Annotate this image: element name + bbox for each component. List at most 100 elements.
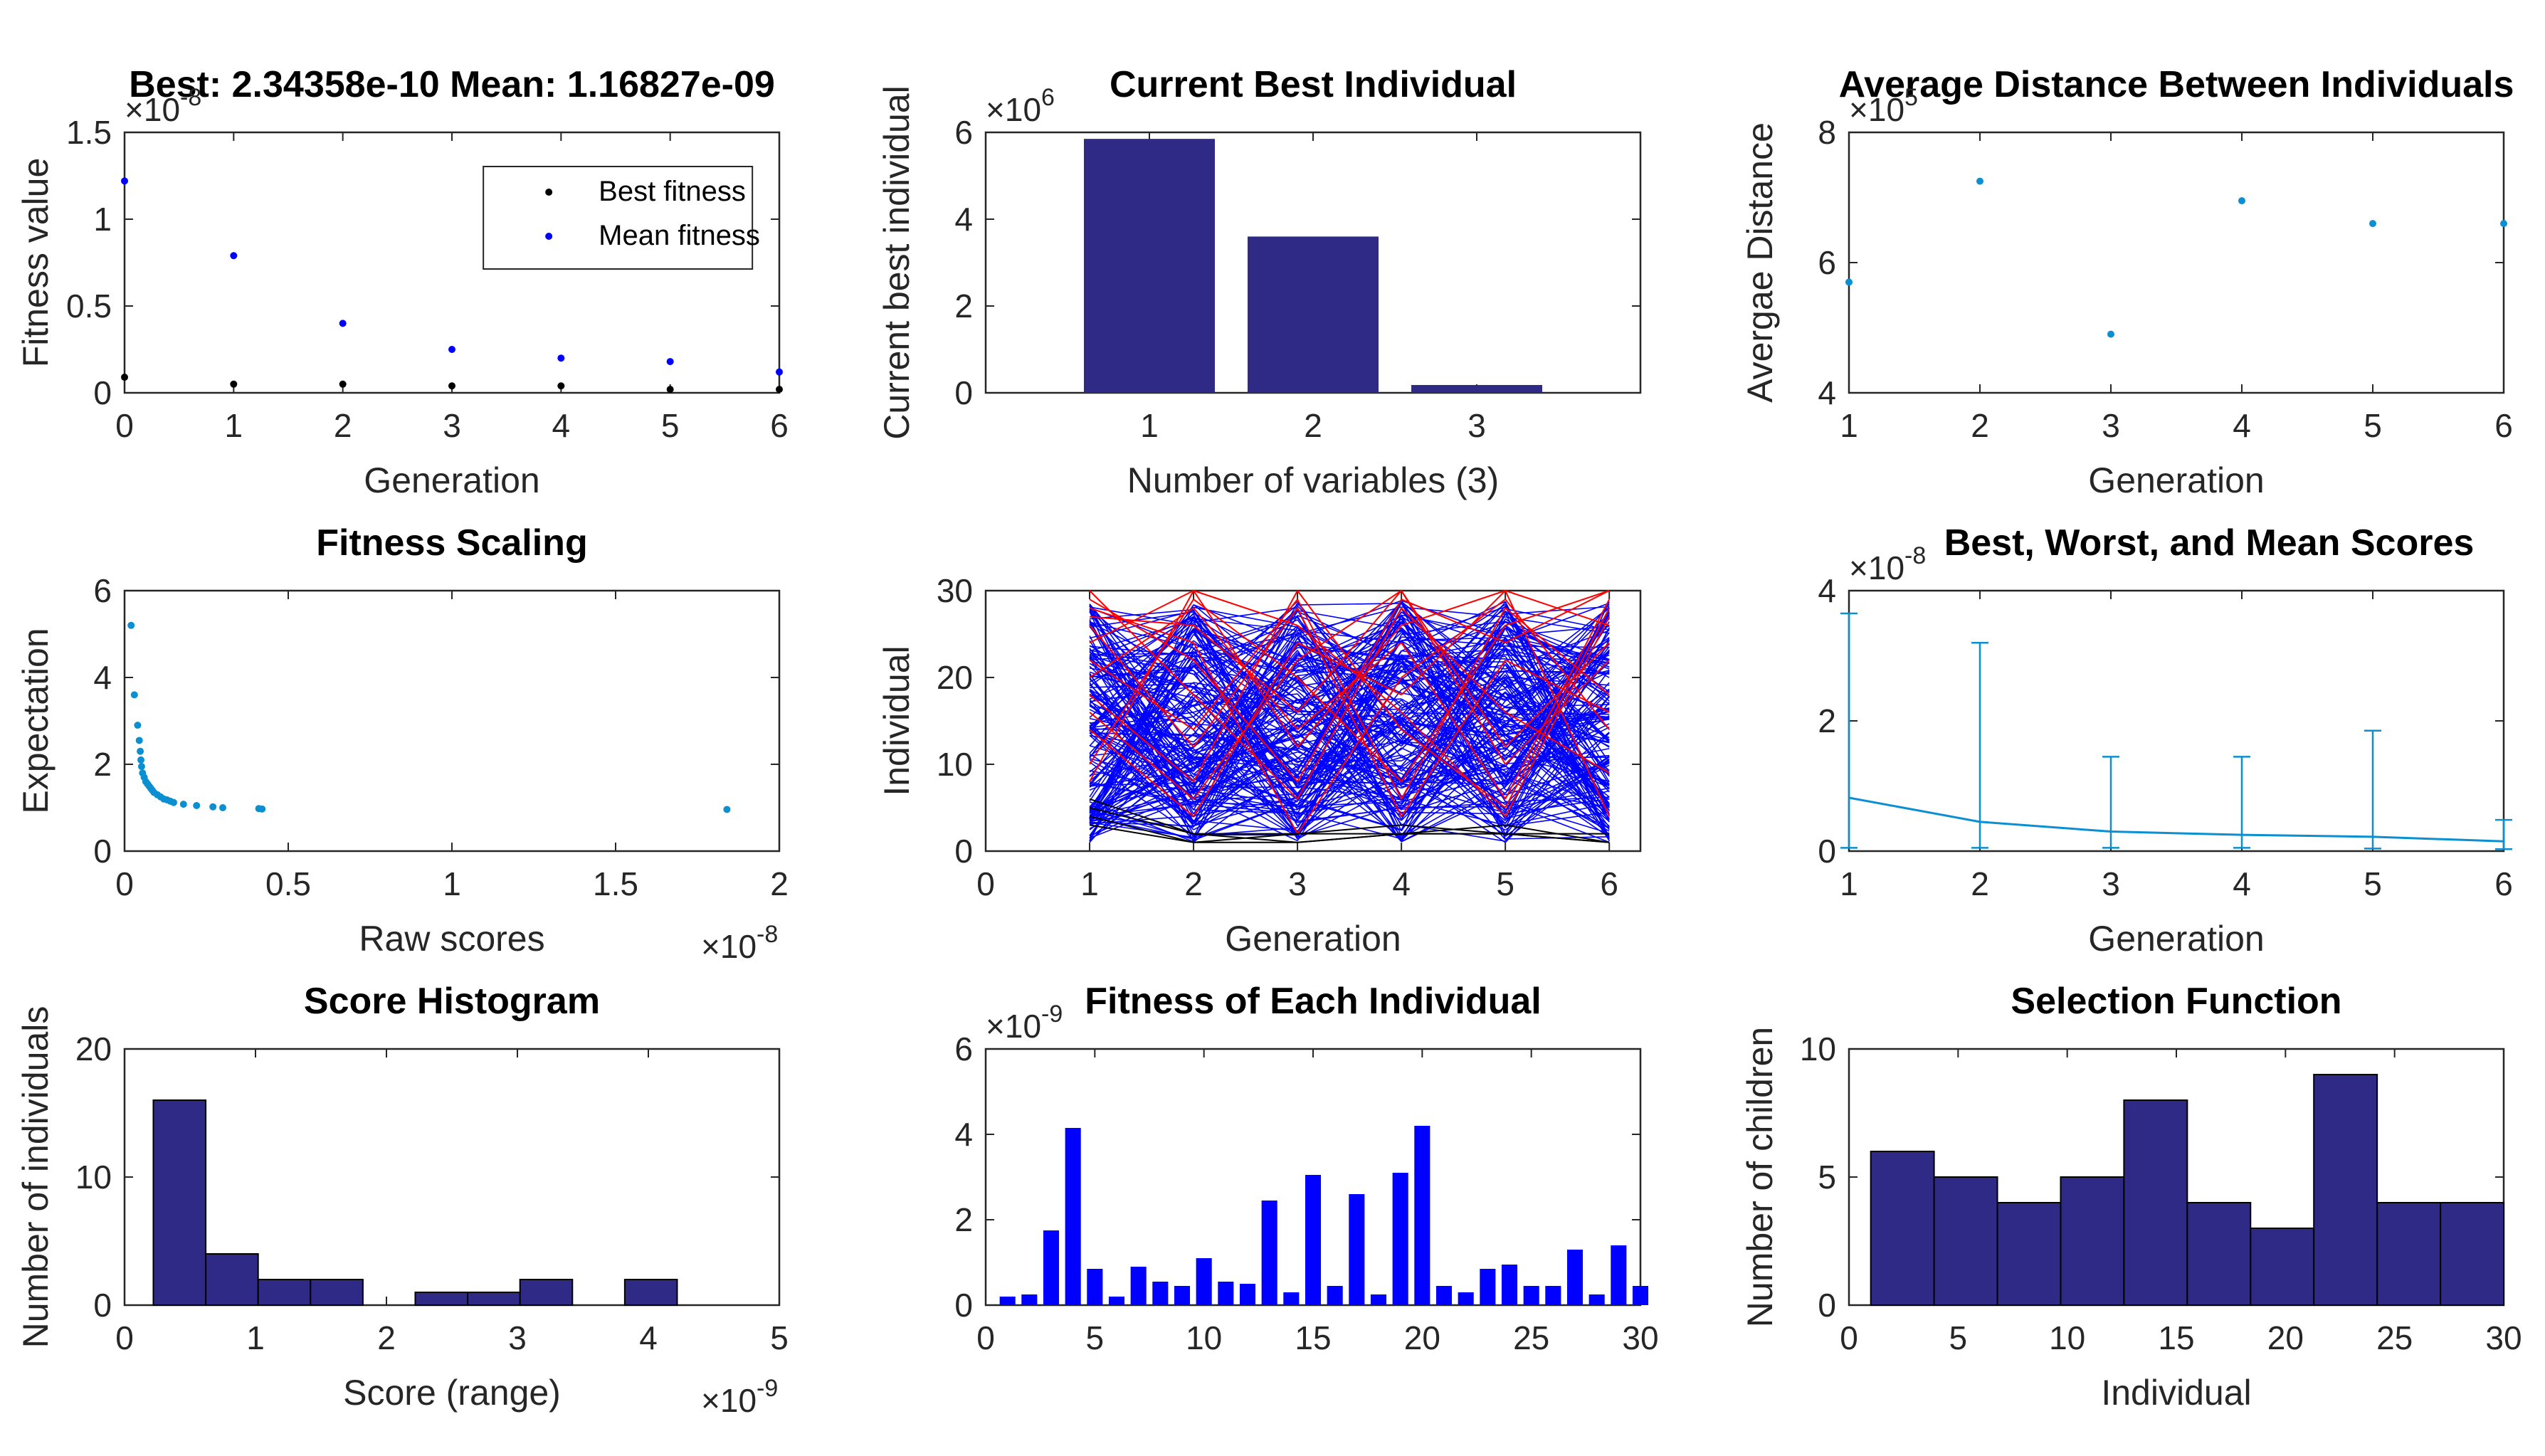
- lineage-segment: [1089, 783, 1194, 808]
- point: [130, 691, 138, 699]
- y-exponent: ×106: [986, 84, 1055, 128]
- lineage-segment: [1505, 801, 1610, 843]
- histogram-bar: [414, 1292, 469, 1306]
- point-best: [121, 374, 128, 381]
- point: [209, 803, 217, 811]
- lineage-segment: [1505, 628, 1610, 812]
- lineage-segment: [1505, 715, 1610, 789]
- histogram-bar: [257, 1279, 312, 1306]
- x-tick-label: 4: [639, 1319, 658, 1356]
- x-exponent-prefix: ×: [701, 1382, 720, 1419]
- x-tick-label: 5: [2364, 865, 2382, 902]
- bar: [1545, 1286, 1561, 1305]
- y-axis-label: Individual: [877, 645, 917, 796]
- lineage-segment: [1401, 660, 1506, 817]
- lineage-segment: [1401, 742, 1506, 774]
- point: [170, 798, 177, 806]
- lineage-segment: [1089, 590, 1194, 782]
- lineage-segment: [1089, 640, 1194, 754]
- x-tick-label: 3: [443, 407, 461, 444]
- point-mean: [230, 252, 238, 260]
- y-tick-label: 20: [75, 1030, 112, 1067]
- x-tick-label: 5: [2364, 407, 2382, 444]
- y-tick-label: 1: [93, 201, 112, 238]
- bar: [1196, 1258, 1212, 1305]
- lineage-segment: [1401, 616, 1506, 688]
- lineage-segment: [1193, 722, 1298, 836]
- y-tick-label: 8: [1818, 114, 1836, 151]
- y-tick-label: 2: [1818, 702, 1836, 739]
- lineage-segment: [1089, 671, 1194, 707]
- point-best: [448, 382, 455, 390]
- point: [137, 747, 144, 755]
- y-exponent-power: -8: [180, 84, 201, 111]
- y-exponent-power: 5: [1904, 84, 1918, 111]
- legend-entry: Mean fitness: [599, 220, 760, 251]
- lineage-segment: [1089, 606, 1194, 823]
- lineage-segment: [1401, 678, 1506, 828]
- lineage-segment: [1401, 773, 1506, 843]
- lineage-segment: [1089, 643, 1194, 811]
- lineage-segment: [1193, 633, 1298, 811]
- y-exponent-prefix: ×: [986, 91, 1005, 128]
- y-tick-label: 5: [1818, 1159, 1836, 1196]
- bar: [1305, 1175, 1322, 1305]
- y-tick-label: 20: [937, 659, 973, 696]
- lineage-segment: [1401, 590, 1506, 748]
- y-tick-label: 10: [1800, 1030, 1836, 1067]
- y-exponent-prefix: ×: [125, 91, 144, 128]
- x-exponent-power: -8: [757, 921, 778, 948]
- x-tick-label: 0.5: [265, 865, 311, 902]
- y-exponent-base: 10: [1005, 91, 1041, 128]
- lineage-segment: [1401, 677, 1506, 711]
- legend-entry: Best fitness: [599, 176, 746, 207]
- x-tick-label: 4: [1392, 865, 1411, 902]
- point-mean: [448, 346, 455, 353]
- lineage-segment: [1401, 677, 1506, 777]
- lineage-segment: [1297, 675, 1402, 800]
- histogram-bar: [519, 1279, 574, 1306]
- lineage-segment: [1193, 666, 1298, 754]
- lineage-segment: [1297, 655, 1402, 673]
- lineage-segment: [1401, 637, 1506, 799]
- histogram-bar: [1870, 1151, 1935, 1306]
- lineage-segment: [1297, 598, 1403, 800]
- point: [1845, 278, 1853, 286]
- lineage-segment: [1089, 824, 1194, 843]
- lineage-segment: [1297, 775, 1402, 799]
- lineage-segment: [1193, 687, 1298, 798]
- lineage-segment: [1193, 628, 1298, 662]
- lineage-segment: [1297, 590, 1402, 661]
- lineage-black: [1089, 798, 1610, 843]
- lineage-segment: [1505, 659, 1610, 765]
- lineage-segment: [1401, 598, 1506, 644]
- point-best: [776, 386, 783, 394]
- lineage-segment: [1297, 590, 1402, 713]
- lineage-segment: [1505, 598, 1611, 800]
- x-tick-label: 5: [1496, 865, 1514, 902]
- lineage-segment: [1505, 717, 1610, 728]
- point: [127, 621, 135, 629]
- bar: [1411, 385, 1542, 393]
- y-tick-label: 10: [937, 746, 973, 783]
- y-tick-label: 0: [93, 1287, 112, 1324]
- lineage-segment: [1193, 602, 1298, 788]
- y-exponent: ×10-8: [1849, 542, 1926, 586]
- lineage-segment: [1089, 816, 1194, 843]
- point-best: [339, 380, 347, 388]
- histogram-bar: [205, 1253, 259, 1306]
- bar: [1043, 1230, 1060, 1305]
- y-exponent-power: -9: [1041, 1001, 1063, 1028]
- y-tick-label: 1.5: [66, 114, 112, 151]
- lineage-segment: [1505, 734, 1610, 801]
- x-tick-label: 1: [443, 865, 461, 902]
- subplot-p8: 0 5 10 15 20 25 30 0 2 4 6 Fitness of Each Individu…: [954, 981, 1658, 1356]
- point: [2238, 197, 2245, 205]
- lineage-segment: [1401, 718, 1506, 840]
- lineage-segment: [1505, 608, 1610, 631]
- lineage-segment: [1505, 711, 1610, 745]
- y-tick-label: 6: [954, 1030, 973, 1067]
- x-axis-label: Generation: [2088, 460, 2264, 500]
- lineage-segment: [1193, 608, 1298, 707]
